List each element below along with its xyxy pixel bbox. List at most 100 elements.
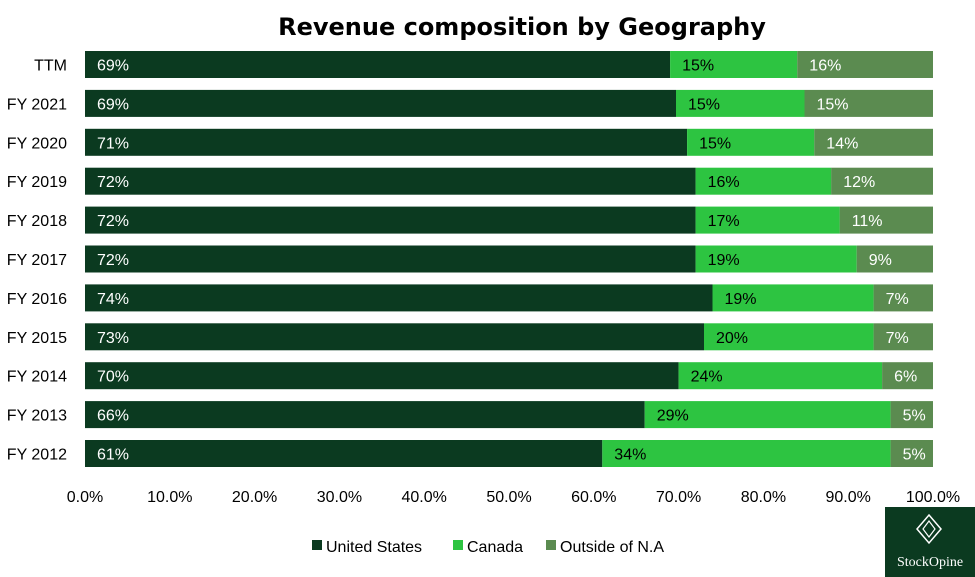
data-label: 66%	[97, 408, 129, 425]
diamond-logo-icon	[916, 513, 942, 545]
category-label: TTM	[34, 58, 67, 75]
x-tick-label: 50.0%	[486, 489, 531, 506]
data-label: 73%	[97, 330, 129, 347]
data-label: 69%	[97, 58, 129, 75]
bar-segment	[85, 284, 713, 312]
bar-segment	[856, 245, 933, 273]
bar-segment	[873, 323, 933, 351]
data-label: 19%	[725, 291, 757, 308]
x-tick-label: 40.0%	[402, 489, 447, 506]
x-tick-label: 100.0%	[906, 489, 960, 506]
bar-segment	[85, 401, 645, 429]
bar-segment	[890, 440, 933, 467]
bar-segment	[695, 167, 832, 195]
bar-segment	[695, 206, 840, 234]
legend-label: United States	[326, 539, 422, 556]
bar-segment	[85, 323, 704, 351]
x-tick-label: 30.0%	[317, 489, 362, 506]
data-label: 15%	[682, 58, 714, 75]
bar-segment	[839, 206, 933, 234]
x-tick-label: 20.0%	[232, 489, 277, 506]
legend-item: Outside of N.A	[546, 539, 664, 556]
legend-item: Canada	[453, 539, 523, 556]
bar-segment	[814, 128, 933, 156]
x-tick-label: 0.0%	[67, 489, 103, 506]
data-label: 71%	[97, 135, 129, 152]
category-label: FY 2015	[7, 330, 67, 347]
category-label: FY 2014	[7, 369, 67, 386]
bar-segment	[890, 401, 933, 429]
bar-segment	[85, 206, 696, 234]
data-label: 9%	[869, 252, 892, 269]
x-tick-label: 60.0%	[571, 489, 616, 506]
category-label: FY 2020	[7, 135, 67, 152]
data-label: 69%	[97, 96, 129, 113]
legend-item: United States	[312, 539, 422, 556]
bar-segment	[85, 167, 696, 195]
legend: United States Canada Outside of N.A	[312, 539, 664, 556]
category-label: FY 2012	[7, 447, 67, 464]
category-label: FY 2013	[7, 408, 67, 425]
data-label: 6%	[894, 369, 917, 386]
bar-segment	[85, 128, 688, 156]
bar-segment	[712, 284, 874, 312]
data-label: 29%	[657, 408, 689, 425]
legend-label: Canada	[467, 539, 523, 556]
bar-segment	[85, 362, 679, 390]
bar-segment	[831, 167, 933, 195]
bar-segment	[804, 89, 933, 117]
data-label: 70%	[97, 369, 129, 386]
data-label: 20%	[716, 330, 748, 347]
bar-segment	[85, 245, 696, 273]
category-label: FY 2019	[7, 174, 67, 191]
data-label: 11%	[852, 213, 883, 230]
data-label: 15%	[688, 96, 720, 113]
data-label: 24%	[691, 369, 723, 386]
bar-segment	[644, 401, 891, 429]
category-label: FY 2021	[7, 96, 67, 113]
bar-segment	[85, 440, 603, 467]
bar-segment	[678, 362, 883, 390]
data-label: 72%	[97, 252, 129, 269]
category-label: FY 2016	[7, 291, 67, 308]
data-label: 19%	[708, 252, 740, 269]
bar-segment	[882, 362, 933, 390]
data-label: 34%	[614, 447, 646, 464]
data-label: 17%	[708, 213, 740, 230]
legend-swatch	[312, 540, 322, 550]
bar-segment	[85, 51, 671, 78]
x-tick-label: 90.0%	[826, 489, 871, 506]
data-label: 14%	[826, 135, 858, 152]
data-label: 5%	[903, 447, 926, 464]
data-label: 74%	[97, 291, 129, 308]
data-label: 12%	[843, 174, 875, 191]
legend-swatch	[453, 540, 463, 550]
brand-logo: StockOpine	[885, 507, 975, 577]
bar-segment	[873, 284, 933, 312]
data-label: 7%	[886, 330, 909, 347]
bar-segment	[704, 323, 874, 351]
data-label: 15%	[699, 135, 731, 152]
data-label: 16%	[708, 174, 740, 191]
bar-segment	[85, 89, 676, 117]
bars: 69% 15% 16% 69% 15% 15% 71% 15% 14% 72% 16% 12% 72% 1…	[85, 51, 933, 467]
legend-label: Outside of N.A	[560, 539, 664, 556]
category-labels: TTM FY 2021 FY 2020 FY 2019 FY 2018 FY 2017 FY…	[7, 58, 67, 464]
x-tick-label: 80.0%	[741, 489, 786, 506]
category-label: FY 2018	[7, 213, 67, 230]
legend-swatch	[546, 540, 556, 550]
logo-text: StockOpine	[897, 555, 963, 570]
data-label: 72%	[97, 213, 129, 230]
x-axis-ticks: 0.0% 10.0% 20.0% 30.0% 40.0% 50.0% 60.0% 70.0% 8…	[67, 489, 960, 506]
data-label: 15%	[817, 96, 849, 113]
bar-segment	[797, 51, 933, 78]
bar-segment	[695, 245, 857, 273]
bar-segment	[602, 440, 891, 467]
data-label: 72%	[97, 174, 129, 191]
chart-title: Revenue composition by Geography	[278, 13, 766, 41]
data-label: 7%	[886, 291, 909, 308]
bar-segment	[676, 89, 805, 117]
data-label: 61%	[97, 447, 129, 464]
x-tick-label: 10.0%	[147, 489, 192, 506]
